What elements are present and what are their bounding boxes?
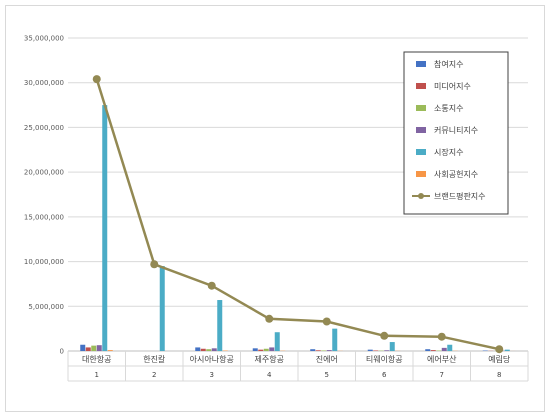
y-tick-label: 0	[60, 348, 64, 356]
line-point	[265, 314, 274, 323]
bar	[274, 332, 280, 351]
legend-swatch	[416, 61, 426, 67]
bar	[195, 347, 201, 351]
y-tick-label: 25,000,000	[24, 124, 64, 132]
legend-swatch	[418, 193, 424, 199]
bar	[389, 342, 395, 351]
bar	[252, 348, 258, 351]
bar	[211, 348, 217, 351]
line-point	[437, 332, 446, 341]
y-tick-label: 35,000,000	[24, 35, 64, 43]
x-index-label: 7	[440, 371, 444, 379]
legend-label: 소통지수	[434, 104, 463, 113]
bar	[91, 345, 97, 351]
x-category-label: 한진칼	[143, 354, 166, 364]
legend-swatch	[416, 127, 426, 133]
bar	[96, 345, 102, 351]
legend-label: 커뮤니티지수	[434, 125, 478, 135]
y-tick-label: 5,000,000	[28, 303, 64, 311]
x-index-label: 1	[95, 371, 99, 379]
brand-reputation-chart: 0 5,000,000 10,000,000 15,000,000 20,000,000…	[24, 35, 529, 382]
bar	[258, 349, 264, 351]
line-point	[380, 331, 389, 340]
x-index-label: 5	[325, 371, 329, 379]
bar	[85, 347, 91, 351]
x-category-label: 예림당	[488, 354, 511, 364]
x-category-label: 아시아나항공	[190, 354, 234, 364]
x-index-label: 4	[267, 371, 272, 379]
legend-label: 사회공헌지수	[434, 170, 478, 179]
x-category-label: 에어부산	[427, 354, 457, 364]
bar	[504, 349, 510, 351]
bar	[206, 349, 212, 351]
x-category-label: 진에어	[316, 354, 338, 364]
x-category-label: 제주항공	[255, 355, 284, 364]
y-tick-label: 15,000,000	[24, 213, 64, 221]
x-index-label: 6	[382, 371, 387, 379]
bar	[447, 344, 453, 351]
x-category-label: 대한항공	[82, 355, 111, 364]
bar	[200, 348, 206, 351]
bar	[441, 347, 447, 351]
bar	[367, 349, 373, 351]
y-tick-label: 30,000,000	[24, 79, 64, 87]
bar	[159, 266, 165, 351]
legend-label: 참여지수	[434, 59, 463, 69]
bar	[269, 347, 275, 351]
y-tick-label: 10,000,000	[24, 258, 64, 266]
legend-label: 시장지수	[434, 147, 463, 157]
line-point	[150, 260, 159, 269]
bar	[80, 344, 86, 351]
bar	[425, 349, 431, 351]
legend-label: 미디어지수	[434, 81, 471, 91]
bar	[384, 350, 390, 351]
x-index-label: 8	[497, 371, 501, 379]
bar	[332, 328, 338, 351]
bar	[430, 350, 436, 351]
bar	[102, 105, 108, 351]
bar	[263, 348, 269, 351]
x-index-label: 3	[210, 371, 214, 379]
x-index-label: 2	[152, 371, 156, 379]
line-point	[207, 281, 216, 290]
series-line	[95, 78, 500, 351]
legend-label: 브랜드평판지수	[434, 191, 486, 201]
legend-swatch	[416, 105, 426, 111]
bar	[310, 349, 316, 351]
bar	[217, 300, 223, 351]
bar	[315, 350, 321, 351]
bar	[321, 350, 327, 351]
line-point	[322, 317, 331, 326]
chart-frame: 0 5,000,000 10,000,000 15,000,000 20,000,000…	[5, 5, 545, 412]
legend-swatch	[416, 149, 426, 155]
legend-swatch	[416, 83, 426, 89]
line-point	[495, 345, 504, 354]
line-point	[92, 75, 101, 84]
bar	[107, 350, 113, 351]
bar	[326, 350, 332, 351]
x-category-label: 티웨이항공	[366, 354, 403, 364]
bar	[373, 350, 379, 351]
legend-swatch	[416, 171, 426, 177]
y-tick-label: 20,000,000	[24, 169, 64, 177]
